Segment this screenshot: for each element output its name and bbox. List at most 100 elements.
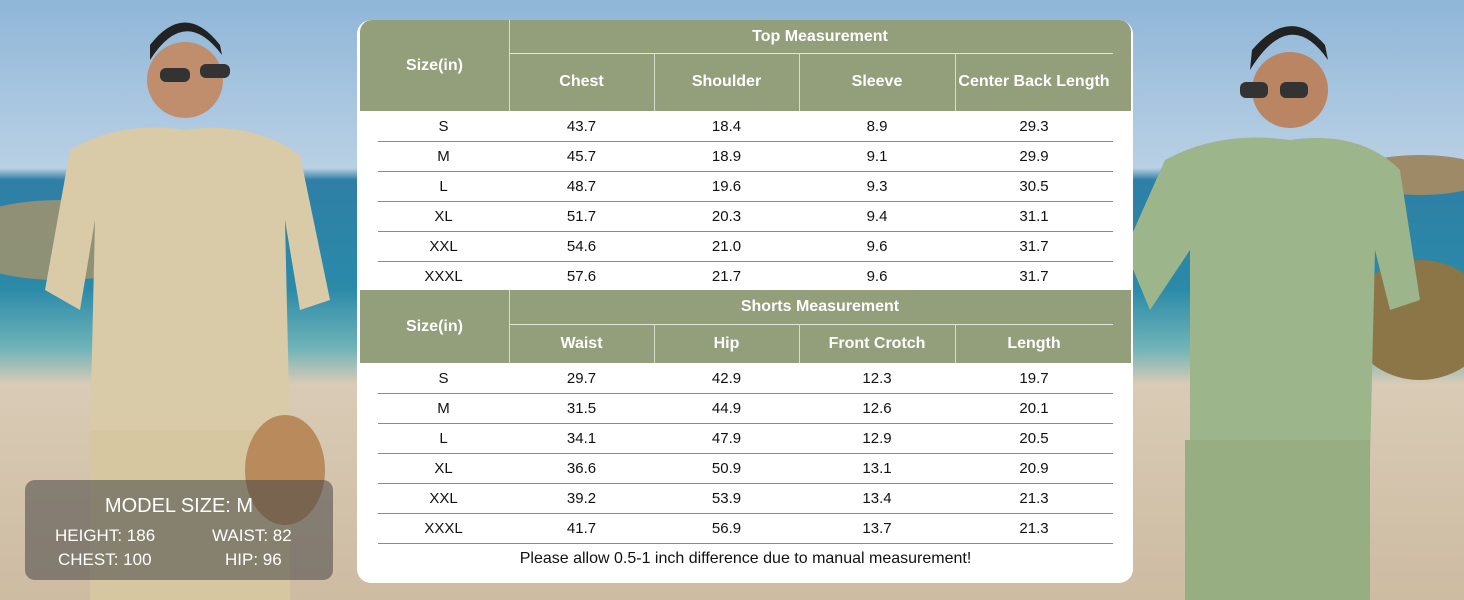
column-divider [799, 324, 800, 363]
column-divider [799, 53, 800, 111]
column-divider [654, 53, 655, 111]
table-cell: 47.9 [711, 430, 742, 447]
table-cell: 13.7 [862, 520, 892, 537]
size-label: XXL [429, 490, 458, 507]
table-cell: 50.9 [711, 460, 742, 477]
table-cell: 29.9 [1019, 148, 1049, 165]
model-height: HEIGHT: 186 [55, 526, 156, 545]
table-cell: 18.4 [711, 118, 742, 135]
table-cell: 39.2 [566, 490, 597, 507]
table-cell: 36.6 [566, 460, 597, 477]
table-cell: 20.9 [1019, 460, 1049, 477]
row-divider [378, 201, 1113, 202]
row-divider [378, 483, 1113, 484]
size-label: XXXL [424, 520, 463, 537]
column-header: Chest [559, 73, 604, 90]
table-cell: 56.9 [711, 520, 742, 537]
table-cell: 20.3 [711, 208, 742, 225]
table-cell: 29.3 [1019, 118, 1049, 135]
row-divider [378, 171, 1113, 172]
group-header: Top Measurement [752, 27, 888, 45]
table-cell: 41.7 [566, 520, 597, 537]
column-divider [654, 324, 655, 363]
row-divider [378, 261, 1113, 262]
model-hip: HIP: 96 [225, 550, 282, 569]
table-cell: 18.9 [711, 148, 742, 165]
table-cell: 9.6 [866, 268, 888, 285]
size-label: L [439, 178, 448, 195]
table-cell: 31.5 [566, 400, 597, 417]
table-cell: 53.9 [711, 490, 742, 507]
size-header: Size(in) [406, 317, 463, 335]
row-divider [378, 453, 1113, 454]
column-header: Front Crotch [828, 334, 926, 352]
size-label: XL [434, 460, 453, 477]
model-size-box: MODEL SIZE: M HEIGHT: 186 WAIST: 82 CHES… [25, 480, 333, 580]
group-header: Shorts Measurement [740, 298, 900, 315]
row-divider [378, 423, 1113, 424]
column-header: Waist [560, 334, 603, 352]
size-label: M [437, 148, 450, 165]
table-cell: 43.7 [566, 118, 597, 135]
table-cell: 12.3 [862, 370, 892, 387]
table-header [360, 290, 1131, 363]
table-cell: 44.9 [711, 400, 742, 417]
size-label: XXXL [424, 268, 463, 285]
size-label: L [439, 430, 448, 447]
table-cell: 31.7 [1019, 238, 1049, 255]
table-cell: 54.6 [566, 238, 597, 255]
table-cell: 21.0 [711, 238, 742, 255]
size-header: Size(in) [406, 56, 463, 74]
column-header: Sleeve [851, 73, 903, 90]
row-divider [378, 141, 1113, 142]
table-cell: 31.7 [1019, 268, 1049, 285]
table-header [360, 20, 1131, 111]
table-cell: 20.1 [1019, 400, 1049, 417]
table-cell: 12.9 [862, 430, 892, 447]
header-divider [509, 324, 1113, 325]
table-cell: 19.7 [1019, 370, 1049, 387]
table-cell: 31.1 [1019, 208, 1049, 225]
header-divider [509, 20, 510, 111]
table-cell: 30.5 [1019, 178, 1049, 195]
column-header: Center Back Length [958, 73, 1110, 90]
table-cell: 21.3 [1019, 490, 1049, 507]
model-chest: CHEST: 100 [58, 550, 152, 569]
table-cell: 51.7 [566, 208, 597, 225]
table-cell: 21.3 [1019, 520, 1049, 537]
table-cell: 8.9 [866, 118, 888, 135]
table-cell: 21.7 [711, 268, 742, 285]
table-cell: 9.6 [866, 238, 888, 255]
model-title: MODEL SIZE: M [104, 495, 254, 517]
table-cell: 29.7 [566, 370, 597, 387]
row-divider [378, 543, 1113, 544]
column-header: Hip [713, 334, 740, 352]
table-cell: 9.1 [866, 148, 888, 165]
table-cell: 13.1 [862, 460, 892, 477]
column-header: Shoulder [691, 73, 762, 90]
header-divider [509, 290, 510, 363]
table-cell: 34.1 [566, 430, 597, 447]
table-cell: 57.6 [566, 268, 597, 285]
column-divider [955, 324, 956, 363]
table-cell: 42.9 [711, 370, 742, 387]
note: Please allow 0.5-1 inch difference due t… [519, 550, 972, 567]
size-label: S [438, 118, 449, 135]
table-cell: 9.4 [866, 208, 888, 225]
table-cell: 48.7 [566, 178, 597, 195]
header-divider [509, 53, 1113, 54]
size-label: S [438, 370, 449, 387]
size-label: M [437, 400, 450, 417]
table-cell: 19.6 [711, 178, 742, 195]
row-divider [378, 393, 1113, 394]
table-cell: 13.4 [862, 490, 892, 507]
model-waist: WAIST: 82 [212, 526, 292, 545]
row-divider [378, 513, 1113, 514]
size-label: XL [434, 208, 453, 225]
table-cell: 9.3 [866, 178, 888, 195]
column-divider [955, 53, 956, 111]
column-header: Length [1007, 334, 1061, 352]
size-label: XXL [429, 238, 458, 255]
table-cell: 45.7 [566, 148, 597, 165]
